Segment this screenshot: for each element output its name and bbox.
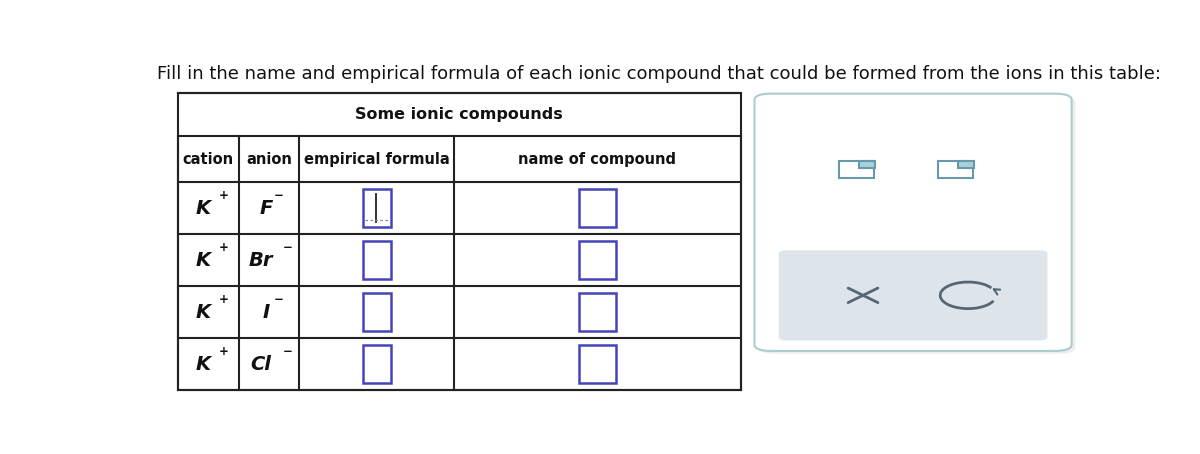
Bar (959, 161, 974, 168)
Text: Some ionic compounds: Some ionic compounds (355, 107, 563, 122)
FancyBboxPatch shape (362, 242, 391, 279)
Bar (859, 161, 875, 168)
FancyBboxPatch shape (578, 345, 616, 383)
Text: −: − (283, 241, 293, 254)
Text: cation: cation (182, 152, 234, 167)
Text: K: K (196, 302, 210, 321)
FancyBboxPatch shape (578, 189, 616, 227)
Bar (938, 161, 973, 178)
Text: +: + (220, 292, 229, 306)
Text: Fill in the name and empirical formula of each ionic compound that could be form: Fill in the name and empirical formula o… (157, 65, 1162, 83)
Text: K: K (196, 251, 210, 270)
FancyBboxPatch shape (578, 293, 616, 331)
Text: empirical formula: empirical formula (304, 152, 450, 167)
Text: −: − (274, 188, 283, 202)
Text: +: + (220, 241, 229, 254)
Text: K: K (196, 355, 210, 374)
Text: Cl: Cl (251, 355, 271, 374)
Text: Br: Br (248, 251, 272, 270)
FancyBboxPatch shape (779, 250, 1048, 340)
Text: anion: anion (246, 152, 292, 167)
Text: −: − (283, 345, 293, 358)
Text: I: I (263, 302, 270, 321)
FancyBboxPatch shape (362, 189, 391, 227)
Text: +: + (220, 345, 229, 358)
FancyBboxPatch shape (755, 94, 1072, 351)
FancyBboxPatch shape (758, 96, 1075, 354)
Text: +: + (220, 188, 229, 202)
FancyBboxPatch shape (362, 345, 391, 383)
Bar (839, 161, 874, 178)
Text: F: F (259, 198, 272, 217)
Text: name of compound: name of compound (518, 152, 677, 167)
FancyBboxPatch shape (578, 242, 616, 279)
Text: −: − (274, 292, 283, 306)
FancyBboxPatch shape (362, 293, 391, 331)
Text: K: K (196, 198, 210, 217)
